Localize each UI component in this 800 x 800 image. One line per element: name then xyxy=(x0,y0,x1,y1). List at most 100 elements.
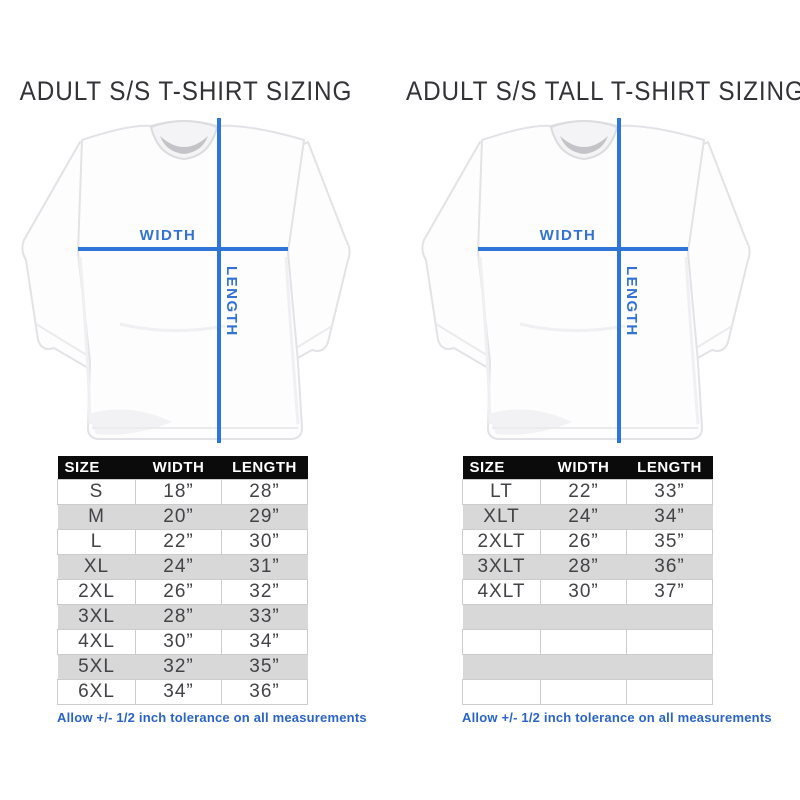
size-table: SIZE WIDTH LENGTH S 18” 28” M 20” 29” L 22” 30” X… xyxy=(57,456,308,705)
length-cell xyxy=(626,628,713,655)
length-cell: 37” xyxy=(626,578,713,605)
tshirt-diagram: WIDTH LENGTH xyxy=(10,112,390,452)
table-row: LT 22” 33” xyxy=(462,478,713,505)
size-cell: 5XL xyxy=(57,654,136,679)
collar-shadow xyxy=(160,136,208,154)
width-column-header: WIDTH xyxy=(135,456,222,479)
length-cell xyxy=(626,654,713,679)
empty-row xyxy=(462,654,713,679)
collar xyxy=(149,120,219,161)
tshirt-illustration xyxy=(21,118,351,443)
table-row: 6XL 34” 36” xyxy=(57,678,308,705)
table-row: 3XL 28” 33” xyxy=(57,604,308,629)
size-table: SIZE WIDTH LENGTH LT 22” 33” XLT 24” 34” 2XLT 2… xyxy=(462,456,713,705)
page-title: ADULT S/S T-SHIRT SIZING xyxy=(19,76,353,106)
size-cell: XL xyxy=(57,554,136,579)
tolerance-note: Allow +/- 1/2 inch tolerance on all meas… xyxy=(462,709,772,725)
width-cell xyxy=(540,678,627,705)
table-row: XL 24” 31” xyxy=(57,554,308,579)
width-cell: 22” xyxy=(135,528,222,555)
length-cell: 33” xyxy=(221,604,308,629)
table-row: 2XLT 26” 35” xyxy=(462,528,713,555)
width-cell: 24” xyxy=(135,554,222,579)
torso xyxy=(77,120,305,440)
length-cell: 32” xyxy=(221,578,308,605)
table-header-row: SIZE WIDTH LENGTH xyxy=(57,456,308,479)
size-cell xyxy=(462,654,541,679)
width-cell: 34” xyxy=(135,678,222,705)
width-cell: 22” xyxy=(540,478,627,505)
size-cell: M xyxy=(57,504,136,529)
length-cell: 35” xyxy=(626,528,713,555)
width-column-header: WIDTH xyxy=(540,456,627,479)
length-cell: 34” xyxy=(626,504,713,529)
table-row: L 22” 30” xyxy=(57,528,308,555)
size-cell: 6XL xyxy=(57,678,136,705)
length-cell: 30” xyxy=(221,528,308,555)
width-cell: 30” xyxy=(540,578,627,605)
length-cell: 33” xyxy=(626,478,713,505)
table-row: 2XL 26” 32” xyxy=(57,578,308,605)
width-cell: 28” xyxy=(540,554,627,579)
width-cell: 26” xyxy=(540,528,627,555)
left-wrinkle xyxy=(78,256,92,425)
width-cell: 24” xyxy=(540,504,627,529)
table-row: S 18” 28” xyxy=(57,478,308,505)
size-cell: XLT xyxy=(462,504,541,529)
length-cell: 29” xyxy=(221,504,308,529)
empty-row xyxy=(462,628,713,655)
panel-tall-sizing: ADULT S/S TALL T-SHIRT SIZING WIDTH LENG… xyxy=(400,0,800,800)
torso xyxy=(477,120,705,440)
width-cell: 28” xyxy=(135,604,222,629)
table-row: XLT 24” 34” xyxy=(462,504,713,529)
left-wrinkle xyxy=(478,256,492,425)
size-column-header: SIZE xyxy=(462,456,541,479)
length-column-header: LENGTH xyxy=(221,456,308,479)
table-row: 5XL 32” 35” xyxy=(57,654,308,679)
size-cell: 4XLT xyxy=(462,578,541,605)
length-column-header: LENGTH xyxy=(626,456,713,479)
table-row: 4XLT 30” 37” xyxy=(462,578,713,605)
size-cell xyxy=(462,604,541,629)
width-cell xyxy=(540,604,627,629)
size-cell xyxy=(462,678,541,705)
length-cell: 34” xyxy=(221,628,308,655)
width-cell: 18” xyxy=(135,478,222,505)
page-title-tall: ADULT S/S TALL T-SHIRT SIZING xyxy=(406,76,800,106)
width-measure-label: WIDTH xyxy=(539,227,597,244)
length-cell: 35” xyxy=(221,654,308,679)
size-cell: 3XLT xyxy=(462,554,541,579)
size-cell: 2XLT xyxy=(462,528,541,555)
width-cell: 32” xyxy=(135,654,222,679)
width-cell: 30” xyxy=(135,628,222,655)
width-cell xyxy=(540,628,627,655)
collar-shadow xyxy=(560,136,608,154)
size-cell: L xyxy=(57,528,136,555)
right-wrinkle xyxy=(284,256,300,425)
table-row: 3XLT 28” 36” xyxy=(462,554,713,579)
size-cell: 4XL xyxy=(57,628,136,655)
chest-wrinkle xyxy=(119,322,226,333)
size-cell: 3XL xyxy=(57,604,136,629)
width-measure-label: WIDTH xyxy=(139,227,197,244)
length-cell: 31” xyxy=(221,554,308,579)
size-cell: S xyxy=(57,478,136,505)
length-cell: 28” xyxy=(221,478,308,505)
size-cell: LT xyxy=(462,478,541,505)
table-header-row: SIZE WIDTH LENGTH xyxy=(462,456,713,479)
width-cell xyxy=(540,654,627,679)
panel-regular-sizing: ADULT S/S T-SHIRT SIZING xyxy=(10,76,390,725)
width-cell: 20” xyxy=(135,504,222,529)
empty-row xyxy=(462,604,713,629)
size-cell: 2XL xyxy=(57,578,136,605)
length-cell: 36” xyxy=(221,678,308,705)
size-table-regular: SIZE WIDTH LENGTH S 18” 28” M 20” 29” L 22” 30” X… xyxy=(57,456,367,725)
collar xyxy=(549,120,619,161)
tshirt-diagram-tall: WIDTH LENGTH xyxy=(410,112,790,452)
length-cell xyxy=(626,678,713,705)
table-row: 4XL 30” 34” xyxy=(57,628,308,655)
tshirt-illustration xyxy=(421,118,751,443)
tolerance-note: Allow +/- 1/2 inch tolerance on all meas… xyxy=(57,709,367,725)
length-cell: 36” xyxy=(626,554,713,579)
